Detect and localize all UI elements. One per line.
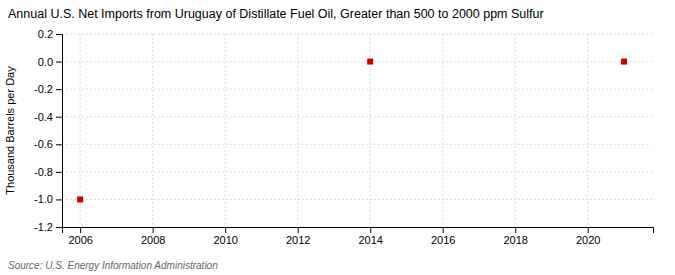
plot: 2006 2008 2010 2012 2014 2016 2018 2020 0.2 0.0 -0…: [34, 28, 653, 246]
tick-mark: [56, 227, 62, 228]
tick-label: -0.6: [34, 138, 53, 150]
tick: -0.2: [34, 83, 62, 95]
tick: -0.6: [34, 138, 62, 150]
tick-mark: [515, 227, 516, 233]
tick: 2008: [141, 227, 165, 246]
tick: 2006: [68, 227, 92, 246]
grid-line: [62, 89, 653, 90]
point: [77, 196, 83, 202]
tick-mark: [153, 227, 154, 233]
tick: 2014: [358, 227, 382, 246]
grid-line: [62, 144, 653, 145]
grid-line: [152, 34, 153, 227]
y-axis-label: Thousand Barrels per Day: [4, 66, 16, 195]
x-axis: 2006 2008 2010 2012 2014 2016 2018 2020: [63, 227, 654, 246]
grid: [62, 34, 653, 227]
tick-mark: [56, 199, 62, 200]
grid-line: [62, 34, 653, 35]
tick-mark: [56, 89, 62, 90]
tick-label: -0.2: [34, 83, 53, 95]
grid-line: [62, 171, 653, 172]
tick: 2010: [213, 227, 237, 246]
tick: -0.8: [34, 166, 62, 178]
tick-mark: [56, 62, 62, 63]
grid-line: [515, 34, 516, 227]
grid-line: [442, 34, 443, 227]
tick-label: 2012: [286, 234, 310, 246]
axis-line: [63, 228, 654, 234]
grid-line: [62, 61, 653, 62]
tick-mark: [443, 227, 444, 233]
tick-label: 2020: [576, 234, 600, 246]
tick: 2018: [503, 227, 527, 246]
tick-label: -1.2: [34, 221, 53, 233]
tick-label: -0.8: [34, 166, 53, 178]
tick-label: -0.4: [34, 111, 53, 123]
tick-mark: [56, 34, 62, 35]
tick-mark: [56, 117, 62, 118]
tick-mark: [298, 227, 299, 233]
tick-label: 2018: [503, 234, 527, 246]
tick-mark: [56, 172, 62, 173]
grid-line: [62, 199, 653, 200]
point: [367, 59, 373, 65]
tick-label: -1.0: [34, 193, 53, 205]
tick: 2016: [431, 227, 455, 246]
grid-line: [225, 34, 226, 227]
tick: 2012: [286, 227, 310, 246]
tick-label: 2016: [431, 234, 455, 246]
point: [621, 59, 627, 65]
tick: 0.0: [38, 56, 62, 68]
tick: -0.4: [34, 111, 62, 123]
tick-label: 2014: [358, 234, 382, 246]
y-axis: 0.2 0.0 -0.2 -0.4 -0.6 -0.8 -1.0 -1.2: [34, 28, 62, 233]
tick-label: 0.2: [38, 28, 53, 40]
tick-mark: [225, 227, 226, 233]
tick-mark: [370, 227, 371, 233]
tick: 2020: [576, 227, 600, 246]
chart: 2006 2008 2010 2012 2014 2016 2018 2020 0.2 0.0 -0…: [0, 0, 675, 275]
tick-label: 2006: [68, 234, 92, 246]
tick: -1.0: [34, 193, 62, 205]
grid-line: [62, 116, 653, 117]
tick-mark: [80, 227, 81, 233]
tick: -1.2: [34, 221, 62, 233]
tick-mark: [56, 144, 62, 145]
tick-label: 2008: [141, 234, 165, 246]
tick: 0.2: [38, 28, 62, 40]
grid-line: [297, 34, 298, 227]
tick-label: 2010: [213, 234, 237, 246]
tick-label: 0.0: [38, 56, 53, 68]
points: [77, 59, 627, 203]
source: Source: U.S. Energy Information Administ…: [8, 260, 218, 271]
tick-mark: [588, 227, 589, 233]
grid-line: [587, 34, 588, 227]
title: Annual U.S. Net Imports from Uruguay of …: [8, 7, 544, 21]
axis-line: [56, 35, 63, 228]
